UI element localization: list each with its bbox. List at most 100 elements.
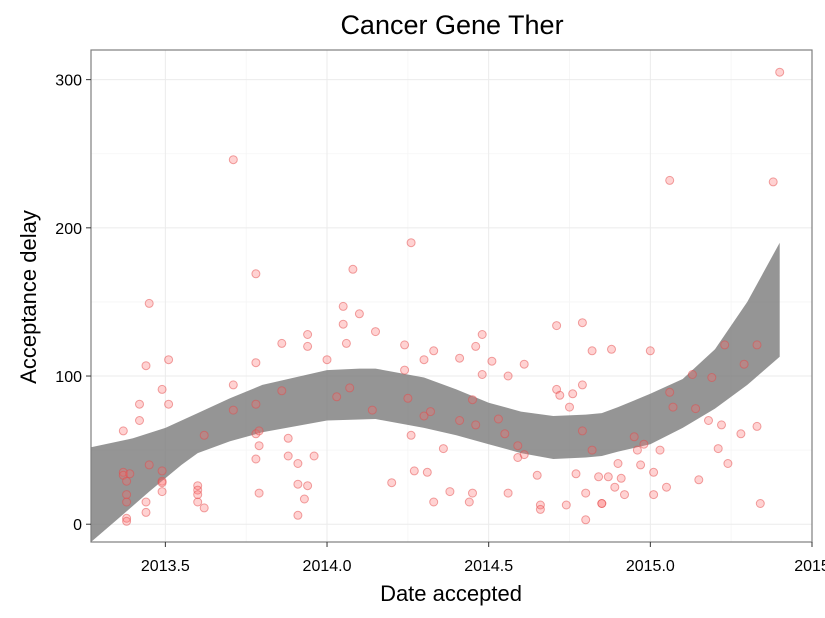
- data-point: [723, 459, 733, 468]
- data-point: [577, 426, 587, 436]
- data-point: [581, 515, 591, 525]
- x-tick-label: 2013.5: [141, 558, 190, 575]
- data-point: [707, 373, 717, 382]
- data-point: [632, 445, 642, 455]
- data-point: [426, 407, 435, 417]
- y-tick-label: 300: [55, 73, 82, 90]
- data-point: [348, 264, 358, 274]
- data-point: [717, 420, 726, 430]
- data-point: [613, 459, 623, 468]
- data-point: [299, 494, 309, 504]
- data-point: [118, 426, 128, 436]
- grid-lines: [91, 50, 813, 542]
- data-point: [455, 416, 465, 425]
- data-point: [144, 460, 154, 470]
- data-point: [603, 472, 613, 482]
- data-point: [500, 429, 510, 439]
- y-tick-label: 100: [55, 369, 82, 386]
- data-point: [277, 338, 287, 348]
- x-axis: 2013.5 2014.0 2014.5 2015.0 2015: [141, 542, 825, 575]
- data-point: [610, 482, 620, 492]
- data-point: [293, 479, 303, 489]
- data-point: [620, 490, 629, 500]
- data-point: [755, 499, 765, 508]
- data-point: [157, 384, 167, 394]
- data-point: [322, 355, 332, 365]
- data-point: [629, 432, 639, 442]
- data-point: [338, 301, 348, 311]
- data-point: [135, 399, 144, 409]
- data-point: [503, 371, 513, 381]
- data-point: [477, 330, 487, 339]
- data-point: [122, 497, 132, 507]
- data-point: [645, 346, 655, 356]
- data-point: [125, 469, 135, 479]
- data-point: [752, 340, 762, 350]
- data-point: [251, 269, 261, 279]
- data-point: [228, 155, 238, 165]
- data-point: [513, 441, 523, 451]
- data-point: [118, 467, 128, 477]
- data-point: [135, 416, 144, 425]
- data-point: [445, 487, 455, 497]
- data-point: [199, 430, 209, 440]
- data-point: [665, 175, 675, 185]
- data-point: [687, 370, 697, 379]
- data-point: [122, 513, 132, 523]
- data-point: [577, 318, 587, 328]
- data-point: [293, 459, 303, 468]
- data-point: [429, 497, 439, 507]
- data-point: [406, 430, 416, 440]
- data-point: [422, 467, 432, 477]
- data-point: [503, 488, 513, 498]
- data-point: [552, 321, 562, 331]
- data-point: [419, 411, 429, 421]
- data-point: [303, 330, 313, 339]
- data-point: [561, 500, 571, 510]
- data-point: [587, 346, 597, 356]
- data-point: [251, 399, 261, 409]
- smooth-band-layer: [91, 242, 780, 542]
- smooth-confidence-band: [91, 242, 780, 542]
- data-point: [254, 426, 264, 436]
- data-point: [471, 341, 481, 351]
- x-tick-label: 2014.5: [464, 558, 513, 575]
- data-point: [228, 405, 238, 415]
- data-point: [487, 356, 497, 366]
- data-point: [429, 346, 439, 356]
- data-point: [468, 488, 477, 498]
- y-tick-label: 0: [73, 517, 82, 534]
- data-point: [283, 451, 293, 461]
- data-point: [739, 359, 749, 369]
- data-point: [704, 416, 713, 425]
- data-point: [691, 404, 701, 414]
- data-point: [122, 476, 132, 486]
- data-point: [455, 353, 465, 363]
- y-axis-title: Acceptance delay: [16, 210, 41, 384]
- x-tick-label: 2015.0: [626, 558, 675, 575]
- data-point: [477, 370, 487, 379]
- data-point: [419, 355, 429, 365]
- chart-title: Cancer Gene Ther: [340, 10, 563, 40]
- data-point: [367, 405, 377, 415]
- data-point: [303, 341, 313, 351]
- data-point: [464, 497, 474, 507]
- data-point: [251, 358, 261, 368]
- data-point: [597, 499, 607, 508]
- data-point: [668, 402, 678, 412]
- data-point: [193, 490, 203, 500]
- data-point: [345, 383, 355, 393]
- data-point: [409, 466, 419, 476]
- data-point: [519, 359, 529, 369]
- data-point: [403, 393, 413, 403]
- data-point: [387, 478, 397, 488]
- data-point: [571, 469, 581, 479]
- data-point: [303, 481, 313, 491]
- data-point: [493, 414, 503, 424]
- data-point: [164, 355, 174, 365]
- data-point: [400, 365, 410, 375]
- data-point: [665, 387, 675, 397]
- data-point: [555, 390, 565, 400]
